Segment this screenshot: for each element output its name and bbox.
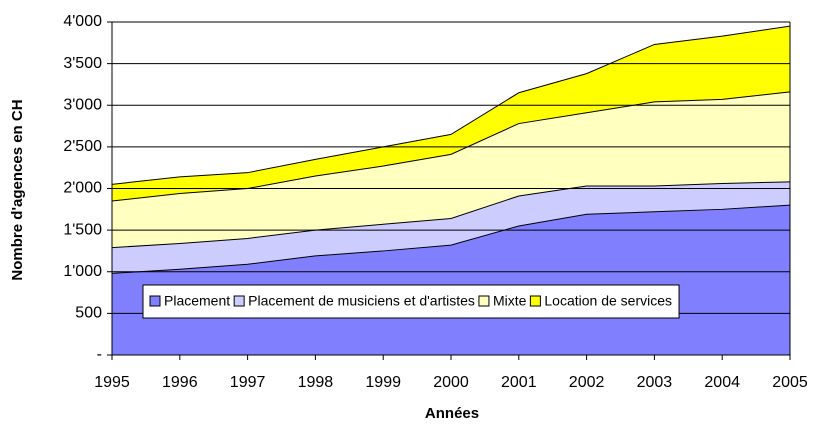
legend-label: Placement <box>164 293 230 309</box>
area-edge <box>111 181 791 249</box>
area-edge <box>111 25 791 185</box>
y-tick-label: 3'500 <box>63 55 102 72</box>
y-axis-label: Nombre d'agences en CH <box>9 99 26 280</box>
legend-swatch <box>233 295 245 307</box>
x-tick-label: 1996 <box>162 374 198 391</box>
x-tick-label: 2004 <box>704 374 740 391</box>
x-tick-label: 1998 <box>298 374 334 391</box>
legend-box <box>142 284 680 319</box>
x-tick-label: 1997 <box>230 374 266 391</box>
legend-label: Placement de musiciens et d'artistes <box>248 293 475 309</box>
legend: Placement Placement de musiciens et d'art… <box>142 284 680 319</box>
y-tick-label: 2'500 <box>63 138 102 155</box>
y-tick-label: 1'500 <box>63 221 102 238</box>
area-edge <box>111 204 791 274</box>
x-axis-label: Années <box>425 405 479 422</box>
y-tick-label: - <box>97 346 102 363</box>
x-tick-label: 2005 <box>772 374 808 391</box>
x-tick-label: 2003 <box>637 374 673 391</box>
y-tick-label: 500 <box>75 305 102 322</box>
legend-swatch <box>478 295 490 307</box>
x-tick-label: 2002 <box>569 374 605 391</box>
legend-swatch <box>529 295 541 307</box>
area <box>112 91 790 248</box>
x-tick-label: 2001 <box>501 374 537 391</box>
area <box>112 26 790 201</box>
legend-swatch <box>149 295 161 307</box>
x-tick-label: 1995 <box>94 374 130 391</box>
x-tick-label: 2000 <box>433 374 469 391</box>
area-edge <box>111 91 791 202</box>
area <box>112 181 790 274</box>
legend-label: Location de services <box>544 293 672 309</box>
y-tick-label: 1'000 <box>63 263 102 280</box>
x-tick-label: 1999 <box>365 374 401 391</box>
y-tick-label: 3'000 <box>63 96 102 113</box>
legend-label: Mixte <box>493 293 527 309</box>
y-tick-label: 4'000 <box>63 13 102 30</box>
y-tick-label: 2'000 <box>63 180 102 197</box>
